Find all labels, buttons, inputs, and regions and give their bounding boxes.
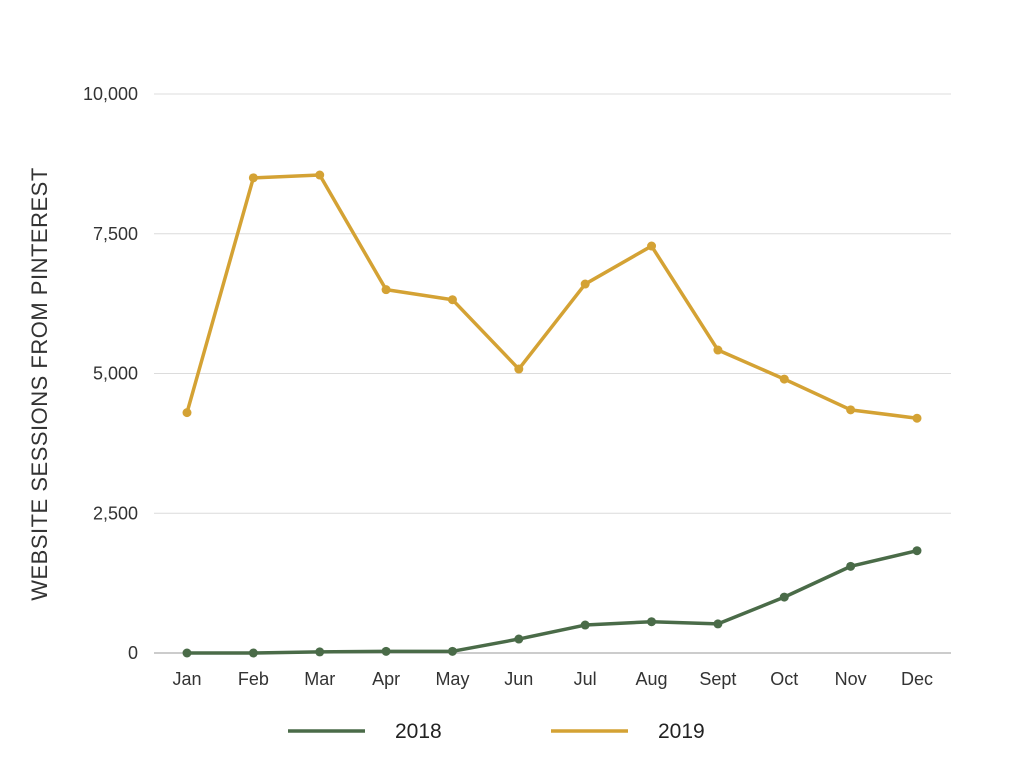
data-point [846, 561, 856, 571]
x-tick-label: Dec [901, 669, 933, 689]
gridlines [154, 93, 951, 514]
data-point [912, 413, 922, 423]
data-point [779, 374, 789, 384]
data-point [248, 648, 258, 658]
data-point [912, 546, 922, 556]
series-line-2019 [185, 173, 919, 420]
y-tick-label: 0 [128, 643, 138, 663]
data-point [381, 285, 391, 295]
legend-label: 2019 [658, 720, 705, 743]
data-point [846, 405, 856, 415]
x-tick-label: Nov [835, 669, 867, 689]
data-point [248, 173, 258, 183]
series-2018 [182, 546, 922, 658]
data-point [779, 592, 789, 602]
y-tick-label: 10,000 [83, 84, 138, 104]
y-tick-label: 5,000 [93, 364, 138, 384]
data-point [647, 617, 657, 627]
series-lines [182, 170, 922, 658]
data-point [447, 646, 457, 656]
data-point [713, 619, 723, 629]
x-tick-label: May [435, 669, 469, 689]
x-axis-ticks: Jan Feb Mar Apr May Jun Jul Aug Sept Oct Nov Dec [172, 669, 933, 689]
x-tick-label: Apr [372, 669, 400, 689]
x-tick-label: Aug [636, 669, 668, 689]
y-axis-title: WEBSITE SESSIONS FROM PINTEREST [27, 167, 52, 601]
series-2019 [182, 170, 922, 423]
data-point [315, 170, 325, 180]
data-point [514, 364, 524, 374]
legend-label: 2018 [395, 720, 442, 743]
legend-item-2019: 2019 [551, 720, 705, 743]
x-tick-label: Jun [504, 669, 533, 689]
data-point [580, 620, 590, 630]
data-point [514, 634, 524, 644]
y-tick-label: 7,500 [93, 224, 138, 244]
x-tick-label: Sept [699, 669, 736, 689]
data-point [647, 241, 657, 251]
x-tick-label: Feb [238, 669, 269, 689]
x-tick-label: Oct [770, 669, 798, 689]
legend: 2018 2019 [288, 720, 705, 743]
data-point [315, 647, 325, 657]
data-point [713, 345, 723, 355]
data-point [381, 646, 391, 656]
data-point [447, 295, 457, 305]
series-line-2018 [185, 548, 919, 655]
y-axis-ticks: 0 2,500 5,000 7,500 10,000 [83, 84, 138, 663]
data-point [580, 279, 590, 289]
y-tick-label: 2,500 [93, 503, 138, 523]
data-point [182, 408, 192, 418]
x-tick-label: Mar [304, 669, 335, 689]
x-tick-label: Jan [172, 669, 201, 689]
x-tick-label: Jul [574, 669, 597, 689]
legend-item-2018: 2018 [288, 720, 442, 743]
data-point [182, 648, 192, 658]
